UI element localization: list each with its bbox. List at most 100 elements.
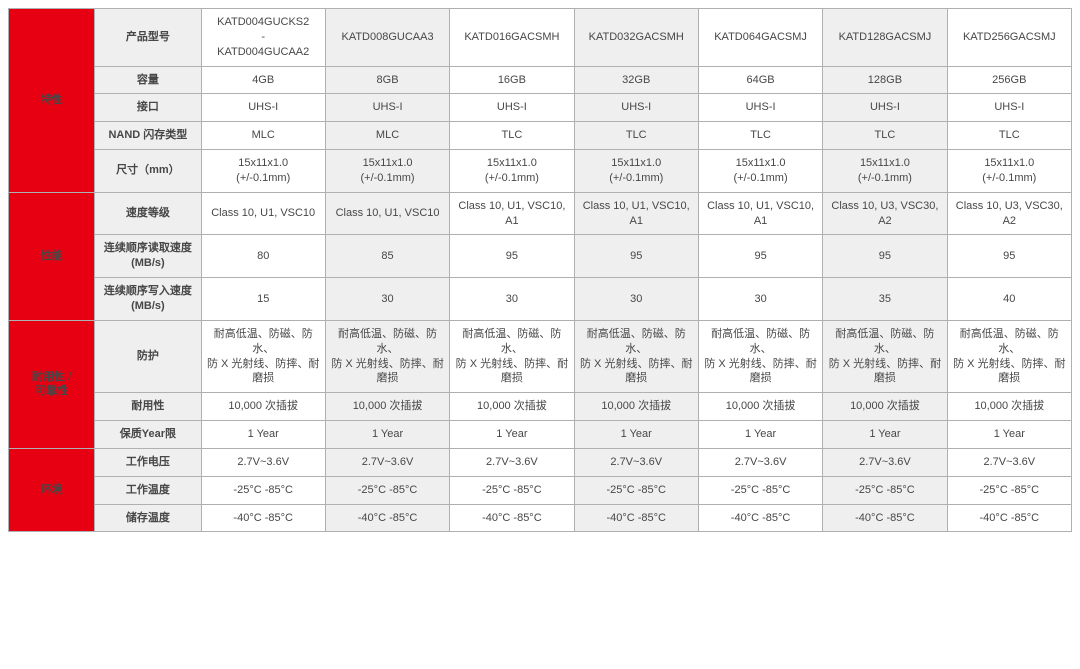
- data-cell: -40°C -85°C: [450, 504, 574, 532]
- data-cell: -40°C -85°C: [574, 504, 698, 532]
- data-cell: Class 10, U1, VSC10, A1: [574, 192, 698, 235]
- data-cell: -25°C -85°C: [201, 476, 325, 504]
- data-cell: 耐高低温、防磁、防水、防 X 光射线、防摔、耐磨损: [947, 320, 1071, 392]
- data-cell: 10,000 次插拔: [947, 393, 1071, 421]
- row-label: 速度等级: [95, 192, 201, 235]
- data-cell: UHS-I: [574, 94, 698, 122]
- category-cell: 环境: [9, 448, 95, 532]
- data-cell: 15x11x1.0(+/-0.1mm): [698, 150, 822, 193]
- data-cell: Class 10, U1, VSC10, A1: [698, 192, 822, 235]
- data-cell: -25°C -85°C: [325, 476, 449, 504]
- data-cell: 15x11x1.0(+/-0.1mm): [201, 150, 325, 193]
- data-cell: MLC: [201, 122, 325, 150]
- data-cell: UHS-I: [201, 94, 325, 122]
- data-cell: 95: [823, 235, 947, 278]
- data-cell: 2.7V~3.6V: [823, 448, 947, 476]
- row-label: 工作温度: [95, 476, 201, 504]
- data-cell: 1 Year: [823, 421, 947, 449]
- table-row: 保质Year限1 Year1 Year1 Year1 Year1 Year1 Y…: [9, 421, 1072, 449]
- data-cell: 2.7V~3.6V: [325, 448, 449, 476]
- data-cell: 1 Year: [325, 421, 449, 449]
- data-cell: 2.7V~3.6V: [947, 448, 1071, 476]
- data-cell: 1 Year: [574, 421, 698, 449]
- table-row: 容量4GB8GB16GB32GB64GB128GB256GB: [9, 66, 1072, 94]
- data-cell: 耐高低温、防磁、防水、防 X 光射线、防摔、耐磨损: [698, 320, 822, 392]
- data-cell: 耐高低温、防磁、防水、防 X 光射线、防摔、耐磨损: [823, 320, 947, 392]
- table-row: 工作温度-25°C -85°C-25°C -85°C-25°C -85°C-25…: [9, 476, 1072, 504]
- data-cell: 2.7V~3.6V: [574, 448, 698, 476]
- spec-table: 特性产品型号KATD004GUCKS2-KATD004GUCAA2KATD008…: [8, 8, 1072, 532]
- data-cell: UHS-I: [325, 94, 449, 122]
- data-cell: 1 Year: [698, 421, 822, 449]
- table-row: NAND 闪存类型MLCMLCTLCTLCTLCTLCTLC: [9, 122, 1072, 150]
- data-cell: 95: [947, 235, 1071, 278]
- data-cell: 30: [325, 278, 449, 321]
- data-cell: TLC: [574, 122, 698, 150]
- data-cell: 64GB: [698, 66, 822, 94]
- data-cell: -25°C -85°C: [698, 476, 822, 504]
- data-cell: 10,000 次插拔: [450, 393, 574, 421]
- data-cell: 耐高低温、防磁、防水、防 X 光射线、防摔、耐磨损: [201, 320, 325, 392]
- category-cell: 特性: [9, 9, 95, 193]
- table-row: 连续顺序读取速度 (MB/s)80859595959595: [9, 235, 1072, 278]
- data-cell: TLC: [450, 122, 574, 150]
- data-cell: Class 10, U3, VSC30, A2: [947, 192, 1071, 235]
- row-label: 耐用性: [95, 393, 201, 421]
- data-cell: -40°C -85°C: [823, 504, 947, 532]
- data-cell: 95: [574, 235, 698, 278]
- data-cell: 256GB: [947, 66, 1071, 94]
- data-cell: TLC: [823, 122, 947, 150]
- data-cell: 1 Year: [947, 421, 1071, 449]
- data-cell: 1 Year: [201, 421, 325, 449]
- table-row: 耐用性10,000 次插拔10,000 次插拔10,000 次插拔10,000 …: [9, 393, 1072, 421]
- data-cell: -40°C -85°C: [698, 504, 822, 532]
- category-cell: 性能: [9, 192, 95, 320]
- data-cell: 10,000 次插拔: [823, 393, 947, 421]
- data-cell: Class 10, U1, VSC10: [325, 192, 449, 235]
- row-label: 保质Year限: [95, 421, 201, 449]
- data-cell: UHS-I: [698, 94, 822, 122]
- data-cell: 10,000 次插拔: [698, 393, 822, 421]
- data-cell: -25°C -85°C: [574, 476, 698, 504]
- data-cell: 15x11x1.0(+/-0.1mm): [450, 150, 574, 193]
- data-cell: KATD064GACSMJ: [698, 9, 822, 67]
- data-cell: 4GB: [201, 66, 325, 94]
- data-cell: 1 Year: [450, 421, 574, 449]
- table-row: 特性产品型号KATD004GUCKS2-KATD004GUCAA2KATD008…: [9, 9, 1072, 67]
- row-label: 容量: [95, 66, 201, 94]
- data-cell: 15x11x1.0(+/-0.1mm): [325, 150, 449, 193]
- row-label: 尺寸（mm）: [95, 150, 201, 193]
- data-cell: KATD008GUCAA3: [325, 9, 449, 67]
- row-label: 连续顺序读取速度 (MB/s): [95, 235, 201, 278]
- data-cell: 95: [450, 235, 574, 278]
- data-cell: 95: [698, 235, 822, 278]
- table-row: 接口UHS-IUHS-IUHS-IUHS-IUHS-IUHS-IUHS-I: [9, 94, 1072, 122]
- data-cell: KATD256GACSMJ: [947, 9, 1071, 67]
- data-cell: -40°C -85°C: [201, 504, 325, 532]
- data-cell: 15: [201, 278, 325, 321]
- row-label: NAND 闪存类型: [95, 122, 201, 150]
- data-cell: Class 10, U3, VSC30, A2: [823, 192, 947, 235]
- data-cell: 10,000 次插拔: [325, 393, 449, 421]
- data-cell: UHS-I: [823, 94, 947, 122]
- category-cell: 耐用性 /可靠性: [9, 320, 95, 448]
- data-cell: KATD128GACSMJ: [823, 9, 947, 67]
- row-label: 产品型号: [95, 9, 201, 67]
- data-cell: KATD016GACSMH: [450, 9, 574, 67]
- data-cell: UHS-I: [450, 94, 574, 122]
- table-row: 性能速度等级Class 10, U1, VSC10Class 10, U1, V…: [9, 192, 1072, 235]
- table-row: 储存温度-40°C -85°C-40°C -85°C-40°C -85°C-40…: [9, 504, 1072, 532]
- table-row: 尺寸（mm）15x11x1.0(+/-0.1mm)15x11x1.0(+/-0.…: [9, 150, 1072, 193]
- data-cell: 耐高低温、防磁、防水、防 X 光射线、防摔、耐磨损: [574, 320, 698, 392]
- data-cell: 8GB: [325, 66, 449, 94]
- data-cell: 耐高低温、防磁、防水、防 X 光射线、防摔、耐磨损: [325, 320, 449, 392]
- data-cell: 128GB: [823, 66, 947, 94]
- data-cell: KATD004GUCKS2-KATD004GUCAA2: [201, 9, 325, 67]
- data-cell: 32GB: [574, 66, 698, 94]
- data-cell: -40°C -85°C: [325, 504, 449, 532]
- data-cell: 80: [201, 235, 325, 278]
- data-cell: -25°C -85°C: [450, 476, 574, 504]
- data-cell: 16GB: [450, 66, 574, 94]
- data-cell: 10,000 次插拔: [201, 393, 325, 421]
- row-label: 连续顺序写入速度 (MB/s): [95, 278, 201, 321]
